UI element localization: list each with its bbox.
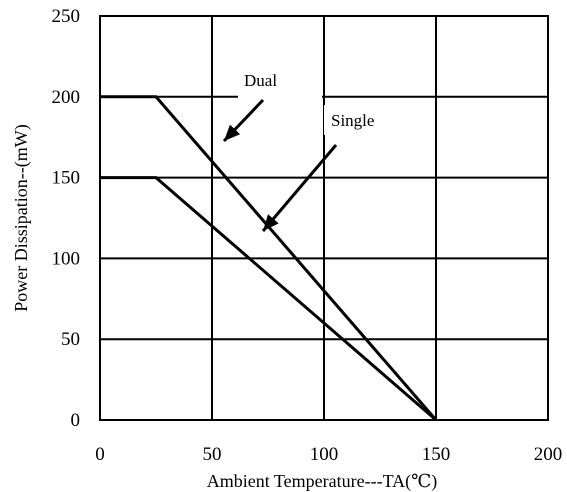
series-line-single xyxy=(100,176,437,422)
annotation-label: Dual xyxy=(244,71,277,90)
annotation-box xyxy=(238,64,322,98)
annotations-layer: Dual Single xyxy=(222,64,434,232)
annotation-box xyxy=(324,105,434,135)
y-axis-label: Power Dissipation--(mW) xyxy=(11,124,32,311)
annotation-dual: Dual xyxy=(222,64,322,143)
x-axis-label: Ambient Temperature---TA(℃) xyxy=(207,471,438,492)
ticks-layer: 0 50 100 150 200 0 50 100 150 200 250 xyxy=(52,6,563,465)
series-line-dual xyxy=(100,95,438,421)
x-tick-label: 50 xyxy=(203,444,222,465)
y-tick-label: 150 xyxy=(52,168,81,189)
annotation-arrow-head xyxy=(263,214,279,231)
x-tick-label: 150 xyxy=(422,444,451,465)
plot-frame xyxy=(99,15,549,421)
y-tick-label: 0 xyxy=(71,410,81,431)
y-tick-label: 200 xyxy=(52,87,81,108)
x-tick-label: 0 xyxy=(95,444,105,465)
y-tick-label: 250 xyxy=(52,6,81,27)
grid xyxy=(100,16,548,420)
annotation-single: Single xyxy=(261,105,434,232)
x-tick-label: 100 xyxy=(310,444,339,465)
x-tick-label: 200 xyxy=(534,444,563,465)
annotation-label: Single xyxy=(331,111,374,130)
series-layer xyxy=(100,95,438,422)
annotation-arrow-head xyxy=(224,124,241,141)
annotation-arrow-shaft xyxy=(261,144,338,232)
y-tick-label: 50 xyxy=(61,329,80,350)
y-tick-label: 100 xyxy=(52,248,81,269)
